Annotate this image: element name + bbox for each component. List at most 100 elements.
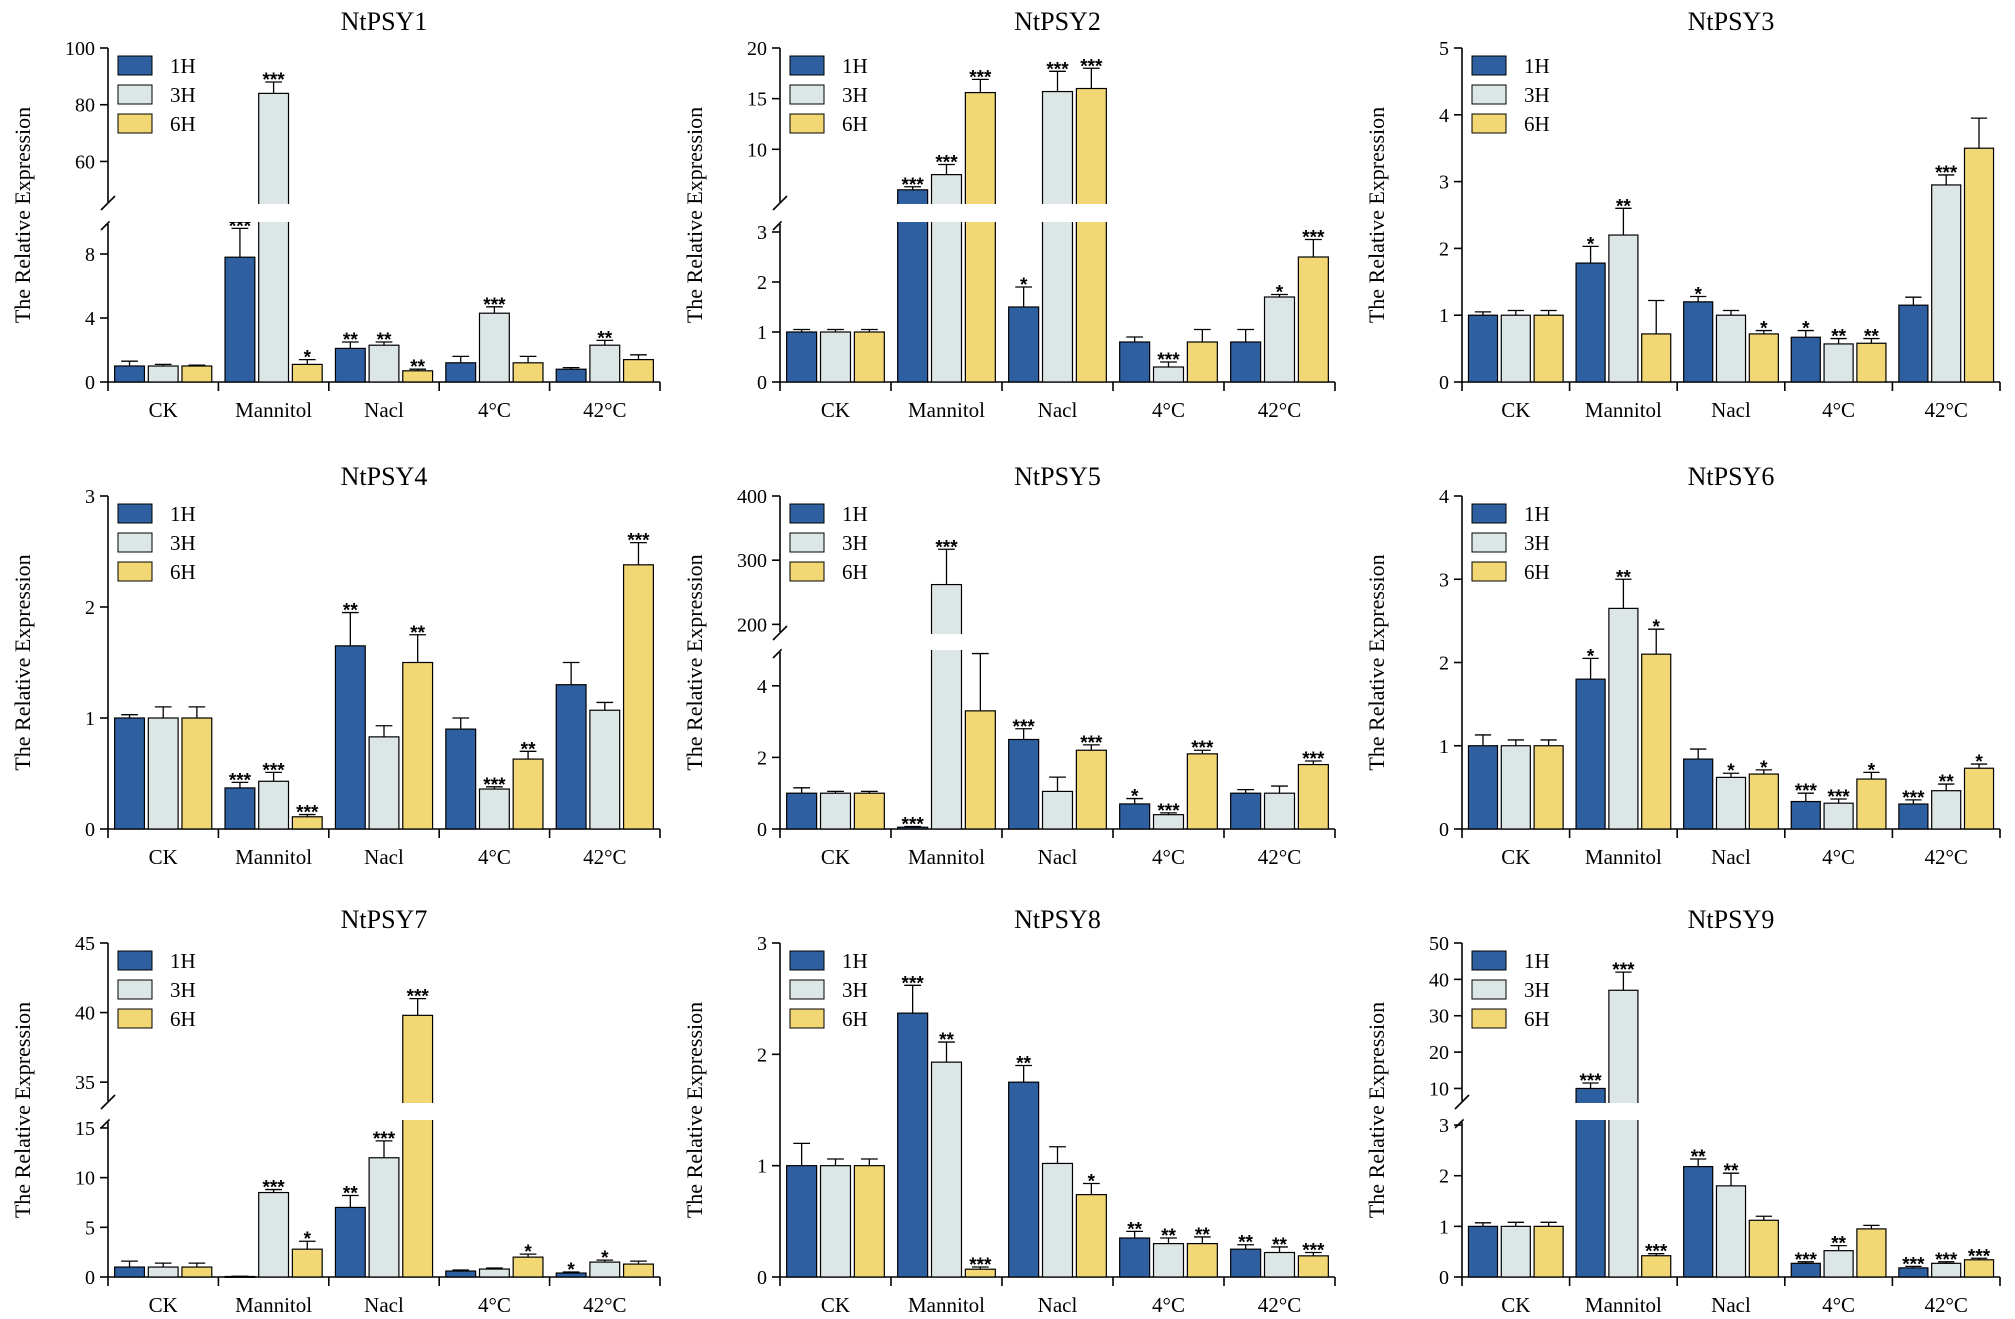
bar-1h-2	[1008, 738, 1040, 830]
bar-1h-4	[555, 368, 587, 383]
legend-swatch-3h	[1471, 532, 1507, 553]
chart-title: NtPSY3	[1688, 7, 1775, 36]
chart-panel-ntpsy2: NtPSY2 The Relative Expression 0 1 2 3 10 15 20 C…	[682, 7, 1337, 422]
chart-title: NtPSY9	[1688, 905, 1775, 934]
y-tick-label: 2	[757, 1044, 767, 1066]
axis-break-gap	[109, 1103, 662, 1120]
y-tick-label: 40	[75, 1003, 95, 1025]
significance-label: ***	[969, 1255, 992, 1276]
significance-label: ***	[1191, 738, 1214, 759]
bar-6h-4	[622, 564, 654, 830]
legend-swatch-3h	[117, 979, 153, 1000]
significance-label: *	[304, 348, 312, 369]
y-tick-label: 1	[757, 322, 767, 344]
legend-label: 1H	[170, 949, 196, 973]
y-tick-label: 1	[757, 1156, 767, 1178]
significance-label: ***	[1302, 228, 1325, 249]
legend-label: 1H	[1524, 54, 1550, 78]
bar-6h-4	[1297, 256, 1329, 383]
y-tick-label: 4	[757, 676, 767, 698]
bar-6h-0	[853, 331, 885, 383]
bar-1h-2	[334, 645, 366, 830]
legend-label: 6H	[1524, 560, 1550, 584]
y-tick-label: 3	[85, 486, 95, 508]
chart-title: NtPSY8	[1014, 905, 1101, 934]
y-axis-label: The Relative Expression	[10, 107, 35, 323]
significance-label: **	[1724, 1161, 1739, 1182]
significance-label: **	[1195, 1225, 1210, 1246]
y-tick-label: 2	[85, 597, 95, 619]
y-axis-label: The Relative Expression	[682, 107, 707, 323]
bar-1h-1	[897, 1012, 929, 1278]
bar-3h-2	[368, 1157, 400, 1278]
bar-3h-2	[1041, 90, 1074, 383]
axis-break-mark	[100, 195, 116, 211]
x-tick-label: Nacl	[1038, 845, 1078, 869]
x-tick-label: 42°C	[1258, 398, 1301, 422]
bar-6h-2	[1075, 87, 1107, 383]
legend-swatch-3h	[1471, 84, 1507, 105]
bar-3h-0	[1500, 314, 1531, 383]
significance-label: *	[524, 1242, 532, 1263]
bar-6h-2	[1748, 773, 1779, 830]
bar-6h-2	[402, 1014, 434, 1278]
x-tick-label: 4°C	[1822, 1293, 1855, 1317]
chart-title: NtPSY7	[341, 905, 428, 934]
legend-label: 6H	[170, 112, 196, 136]
legend-label: 3H	[170, 531, 196, 555]
bar-1h-3	[1790, 336, 1821, 383]
bar-6h-0	[181, 365, 213, 383]
bar-1h-0	[786, 1165, 818, 1278]
legend-swatch-1h	[1471, 950, 1507, 971]
chart-panel-ntpsy3: NtPSY3 The Relative Expression 0 1 2 3 4 5 CK Man…	[1364, 7, 2001, 422]
x-tick-label: Nacl	[364, 845, 404, 869]
chart-title: NtPSY5	[1014, 462, 1101, 491]
axis-break-gap	[109, 204, 662, 222]
bar-6h-1	[291, 1248, 323, 1278]
bar-1h-0	[786, 331, 818, 383]
significance-label: ***	[1046, 59, 1069, 80]
x-tick-label: CK	[149, 1293, 178, 1317]
legend-swatch-6h	[1471, 113, 1507, 134]
bar-3h-2	[1715, 314, 1747, 383]
axis-break-gap	[781, 634, 1337, 650]
legend-swatch-3h	[789, 84, 825, 105]
significance-label: **	[1161, 1226, 1176, 1247]
significance-label: **	[410, 623, 425, 644]
x-tick-label: 42°C	[583, 845, 626, 869]
significance-label: **	[1016, 1053, 1031, 1074]
bar-6h-2	[402, 661, 434, 830]
bar-3h-1	[930, 1061, 963, 1278]
significance-label: ***	[1902, 1254, 1925, 1275]
bar-1h-0	[1467, 1225, 1499, 1278]
bar-3h-3	[478, 1268, 510, 1278]
bar-3h-1	[258, 780, 290, 830]
y-axis-label: The Relative Expression	[682, 1002, 707, 1218]
x-tick-label: Nacl	[1711, 845, 1751, 869]
bar-6h-3	[1856, 1228, 1887, 1278]
bar-6h-4	[622, 359, 654, 383]
y-tick-label: 80	[75, 95, 95, 117]
significance-label: *	[1587, 234, 1595, 255]
significance-label: *	[1653, 617, 1661, 638]
significance-label: ***	[1968, 1246, 1991, 1267]
bar-1h-0	[114, 717, 146, 830]
chart-title: NtPSY1	[341, 7, 428, 36]
y-tick-label: 2	[1439, 653, 1449, 675]
significance-label: *	[1020, 275, 1028, 296]
chart-panel-ntpsy9: NtPSY9 The Relative Expression 0 1 2 3 10 20 30 4…	[1364, 905, 2002, 1317]
legend-label: 6H	[842, 1007, 868, 1031]
significance-label: **	[1939, 772, 1954, 793]
x-tick-label: CK	[149, 845, 178, 869]
bar-3h-2	[1041, 1162, 1074, 1278]
x-tick-label: CK	[821, 1293, 850, 1317]
chart-panel-ntpsy7: NtPSY7 The Relative Expression 0 5 10 15 35 40 4…	[10, 905, 662, 1317]
y-tick-label: 15	[75, 1118, 95, 1140]
significance-label: ***	[407, 987, 430, 1008]
legend-swatch-1h	[1471, 55, 1507, 76]
bar-1h-0	[114, 365, 146, 383]
y-tick-label: 3	[757, 222, 767, 244]
significance-label: ***	[1935, 163, 1958, 184]
significance-label: *	[601, 1248, 609, 1269]
x-tick-label: 42°C	[1924, 1293, 1967, 1317]
